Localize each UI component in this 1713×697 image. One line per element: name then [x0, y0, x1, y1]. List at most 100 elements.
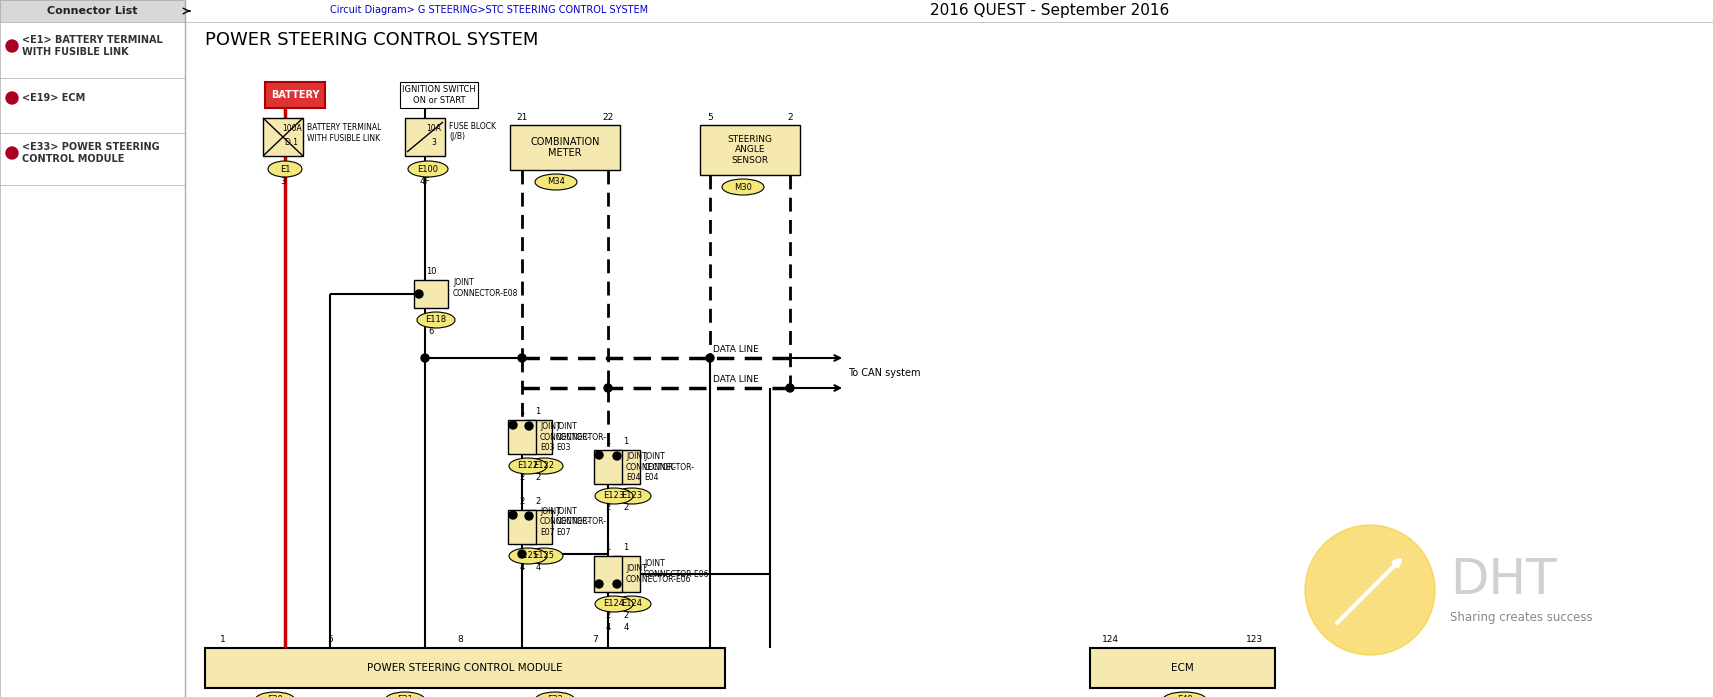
Text: Connector List: Connector List [48, 6, 137, 16]
Circle shape [605, 384, 612, 392]
Text: E1: E1 [279, 164, 289, 174]
Ellipse shape [385, 692, 425, 697]
Text: E122: E122 [517, 461, 538, 470]
FancyBboxPatch shape [524, 510, 552, 544]
Text: <E33> POWER STEERING
CONTROL MODULE: <E33> POWER STEERING CONTROL MODULE [22, 142, 159, 164]
Circle shape [613, 452, 622, 460]
Circle shape [517, 550, 526, 558]
FancyBboxPatch shape [0, 0, 185, 697]
FancyBboxPatch shape [524, 420, 552, 454]
Text: BATTERY TERMINAL
WITH FUSIBLE LINK: BATTERY TERMINAL WITH FUSIBLE LINK [307, 123, 382, 143]
Circle shape [7, 147, 19, 159]
Text: BATTERY: BATTERY [271, 90, 319, 100]
Ellipse shape [1163, 692, 1206, 697]
FancyBboxPatch shape [1089, 648, 1274, 688]
Text: 22: 22 [603, 112, 613, 121]
Circle shape [509, 511, 517, 519]
Text: 2: 2 [605, 611, 610, 620]
Text: 2: 2 [519, 498, 524, 507]
Circle shape [509, 421, 517, 429]
Ellipse shape [534, 692, 576, 697]
Circle shape [524, 512, 533, 520]
FancyBboxPatch shape [0, 0, 185, 22]
Ellipse shape [721, 179, 764, 195]
Text: DATA LINE: DATA LINE [713, 346, 759, 355]
Text: 1: 1 [519, 408, 524, 417]
Ellipse shape [613, 488, 651, 504]
Ellipse shape [594, 596, 634, 612]
Text: M30: M30 [735, 183, 752, 192]
Circle shape [524, 422, 533, 430]
Text: Sharing creates success: Sharing creates success [1449, 611, 1593, 625]
Text: DHT: DHT [1449, 556, 1557, 604]
Text: JOINT
CONNECTOR-
E04: JOINT CONNECTOR- E04 [625, 452, 677, 482]
Ellipse shape [594, 488, 634, 504]
Ellipse shape [524, 458, 564, 474]
Circle shape [7, 40, 19, 52]
Text: JOINT
CONNECTOR-
E03: JOINT CONNECTOR- E03 [540, 422, 591, 452]
Text: POWER STEERING CONTROL SYSTEM: POWER STEERING CONTROL SYSTEM [206, 31, 538, 49]
Text: IGNITION SWITCH
ON or START: IGNITION SWITCH ON or START [403, 85, 476, 105]
Text: 5: 5 [707, 112, 713, 121]
Text: 6: 6 [428, 328, 433, 337]
Text: 3: 3 [281, 178, 286, 187]
Text: E30: E30 [267, 696, 283, 697]
Text: E124: E124 [622, 599, 642, 608]
Text: E118: E118 [425, 316, 447, 325]
Text: STEERING
ANGLE
SENSOR: STEERING ANGLE SENSOR [728, 135, 773, 165]
FancyBboxPatch shape [264, 118, 303, 156]
FancyBboxPatch shape [701, 125, 800, 175]
Ellipse shape [408, 161, 449, 177]
Text: 10A: 10A [427, 124, 442, 133]
Text: E49: E49 [1177, 696, 1192, 697]
Text: JOINT
CONNECTOR-
E04: JOINT CONNECTOR- E04 [644, 452, 695, 482]
Ellipse shape [524, 548, 564, 564]
FancyBboxPatch shape [404, 118, 445, 156]
Text: 2: 2 [605, 503, 610, 512]
Circle shape [594, 580, 603, 588]
Text: E123: E123 [603, 491, 625, 500]
Text: 100A: 100A [283, 124, 301, 133]
Text: 5: 5 [327, 636, 332, 645]
Text: 21: 21 [516, 112, 528, 121]
Text: 8: 8 [457, 636, 463, 645]
Text: 1: 1 [624, 544, 629, 553]
Text: FUSE BLOCK
(J/B): FUSE BLOCK (J/B) [449, 121, 497, 141]
Text: 4: 4 [605, 624, 610, 632]
Ellipse shape [534, 174, 577, 190]
Text: 7: 7 [593, 636, 598, 645]
FancyBboxPatch shape [509, 420, 536, 454]
FancyBboxPatch shape [206, 648, 725, 688]
Text: E123: E123 [622, 491, 642, 500]
Text: E32: E32 [546, 696, 564, 697]
Text: 2016 QUEST - September 2016: 2016 QUEST - September 2016 [930, 3, 1170, 17]
FancyBboxPatch shape [612, 450, 641, 484]
Text: E100: E100 [418, 164, 439, 174]
Text: E124: E124 [603, 599, 625, 608]
Text: POWER STEERING CONTROL MODULE: POWER STEERING CONTROL MODULE [367, 663, 564, 673]
FancyBboxPatch shape [401, 82, 478, 108]
FancyBboxPatch shape [510, 125, 620, 170]
Circle shape [1305, 525, 1435, 655]
Text: E125: E125 [533, 551, 555, 560]
Text: COMBINATION
METER: COMBINATION METER [531, 137, 600, 158]
Text: 1: 1 [221, 636, 226, 645]
Text: 1: 1 [605, 438, 610, 447]
Ellipse shape [613, 596, 651, 612]
Text: 2: 2 [536, 498, 541, 507]
Ellipse shape [416, 312, 456, 328]
Text: <E1> BATTERY TERMINAL
WITH FUSIBLE LINK: <E1> BATTERY TERMINAL WITH FUSIBLE LINK [22, 36, 163, 56]
Text: 10: 10 [427, 268, 437, 277]
Text: 1: 1 [605, 544, 610, 553]
Text: E122: E122 [533, 461, 555, 470]
Circle shape [613, 580, 622, 588]
Text: JOINT
CONNECTOR-
E07: JOINT CONNECTOR- E07 [557, 507, 606, 537]
FancyBboxPatch shape [594, 556, 622, 592]
Circle shape [517, 354, 526, 362]
Circle shape [706, 354, 714, 362]
Ellipse shape [509, 458, 546, 474]
Ellipse shape [267, 161, 301, 177]
Circle shape [786, 384, 795, 392]
Text: 1: 1 [624, 438, 629, 447]
Text: To CAN system: To CAN system [848, 368, 920, 378]
